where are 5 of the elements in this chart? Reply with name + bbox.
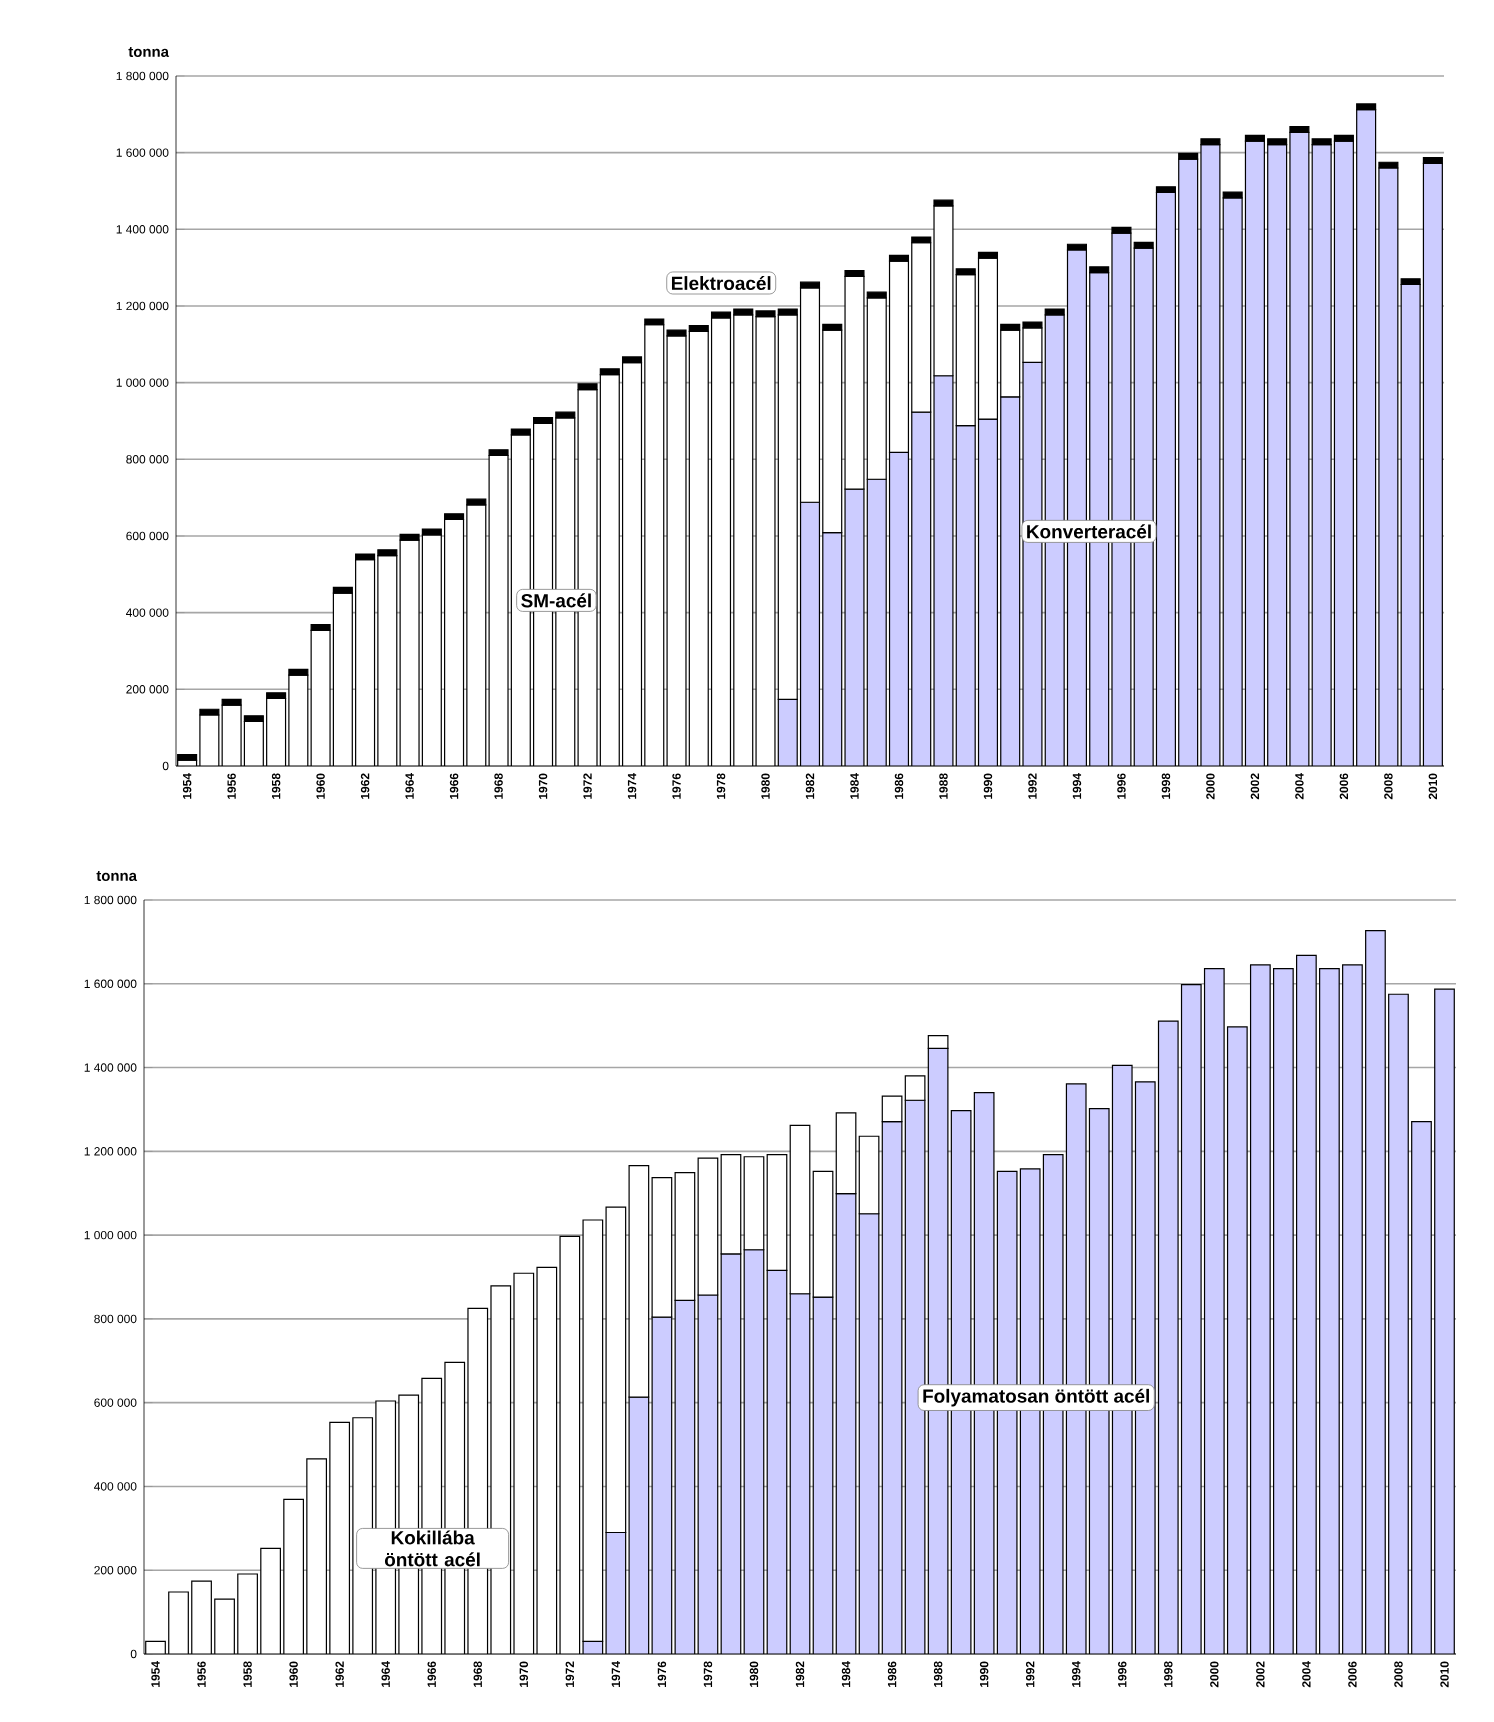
- series-label: Konverteracél: [1027, 524, 1151, 539]
- series-label: SM-acél: [521, 593, 591, 608]
- series-label: Folyamatosan öntött acél: [923, 1388, 1149, 1407]
- series-label: Elektroacél: [671, 275, 771, 291]
- series-label: Kokillába öntött acél: [384, 1530, 480, 1567]
